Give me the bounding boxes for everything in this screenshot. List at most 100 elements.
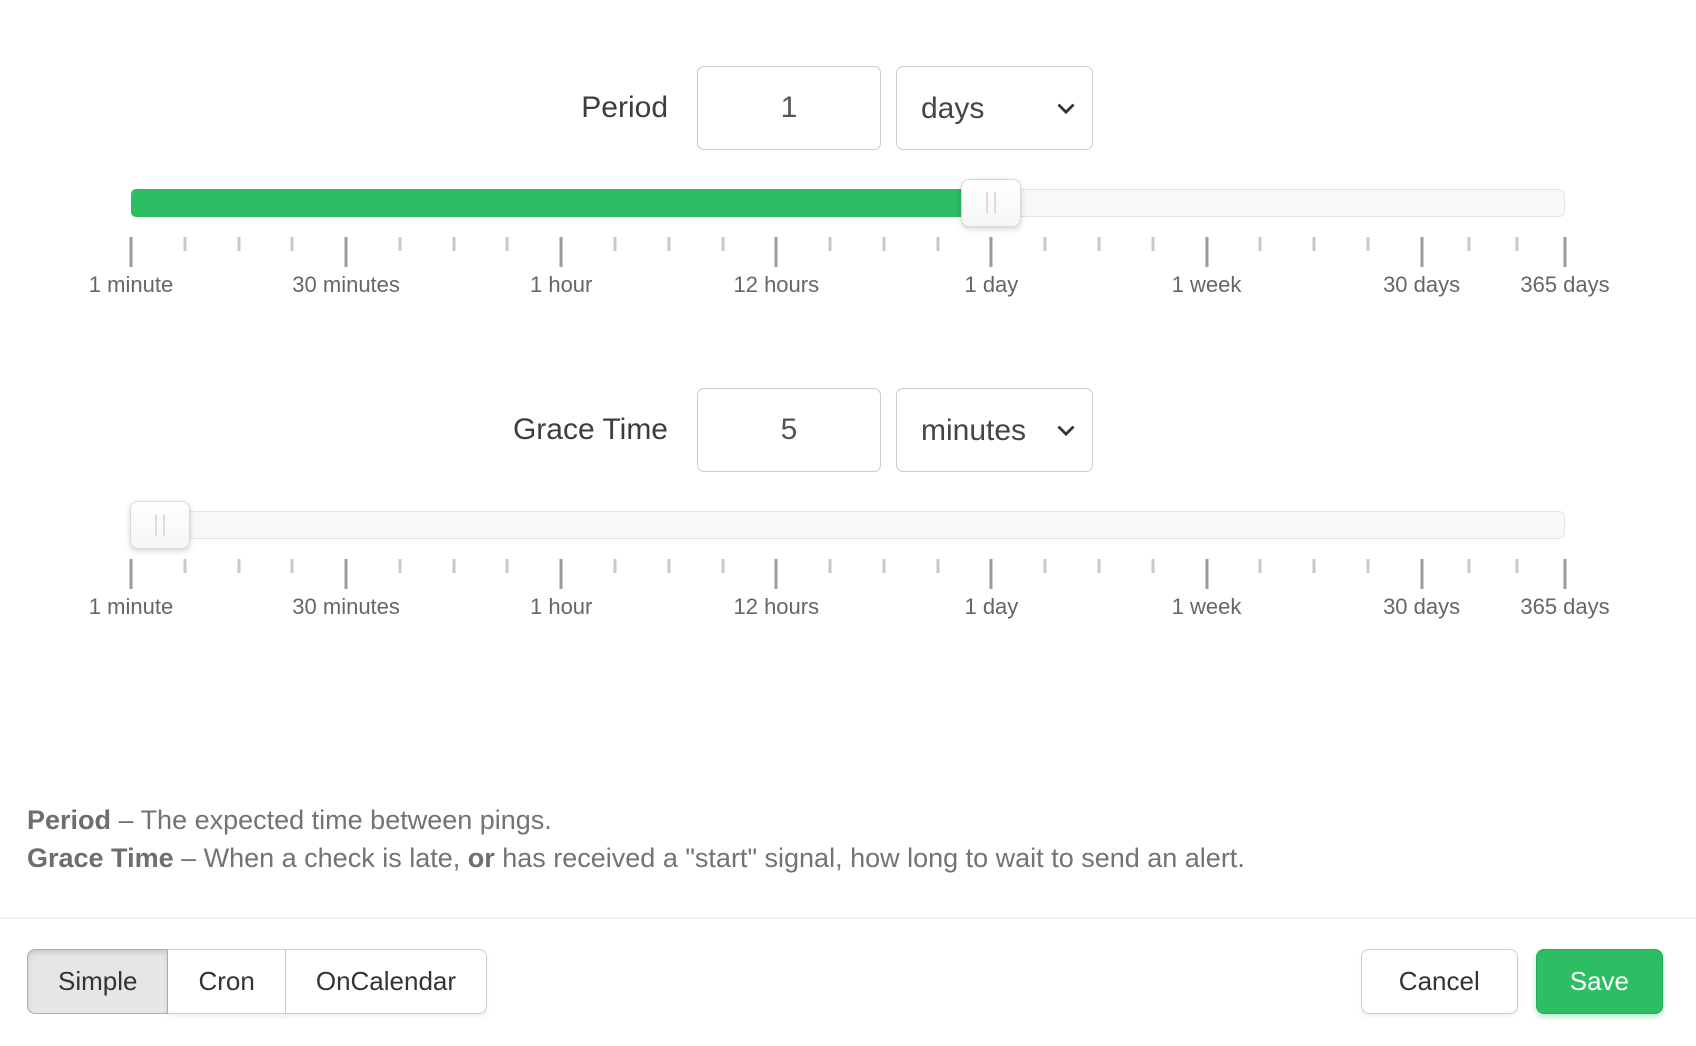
mode-button-cron[interactable]: Cron — [167, 949, 286, 1014]
cancel-button[interactable]: Cancel — [1360, 949, 1518, 1014]
grace-tick-labels: 1 minute 30 minutes 1 hour 12 hours 1 day 1 w… — [89, 594, 1610, 622]
save-button[interactable]: Save — [1535, 949, 1663, 1014]
grace-value-input[interactable] — [697, 388, 881, 472]
minor-tick — [667, 237, 671, 251]
tick-label: 30 minutes — [292, 594, 400, 619]
minor-tick — [1467, 237, 1471, 251]
minor-tick — [721, 237, 725, 251]
tick-label: 30 days — [1383, 594, 1461, 619]
mode-button-oncalendar[interactable]: OnCalendar — [284, 949, 488, 1014]
major-tick — [129, 559, 133, 589]
help-term-grace: Grace Time — [27, 843, 174, 873]
schedule-mode-group: Simple Cron OnCalendar — [27, 949, 488, 1014]
minor-tick — [452, 559, 456, 573]
footer-actions: Cancel Save — [1360, 949, 1663, 1014]
tick-label: 12 hours — [733, 594, 820, 619]
minor-tick — [505, 559, 509, 573]
major-tick — [1205, 237, 1208, 267]
tick-label: 365 days — [1520, 594, 1610, 619]
minor-tick — [1151, 559, 1155, 573]
major-tick — [344, 559, 348, 589]
grace-label: Grace Time — [512, 413, 668, 446]
minor-tick — [183, 237, 187, 251]
major-tick — [774, 559, 778, 589]
minor-tick — [1366, 237, 1370, 251]
tick-label: 1 week — [1171, 272, 1242, 297]
tick-label: 1 hour — [529, 272, 593, 297]
footer-divider — [0, 917, 1696, 919]
major-tick — [1420, 559, 1424, 589]
help-rest-grace-b: has received a "start" signal, how long … — [494, 843, 1245, 873]
major-tick — [774, 237, 778, 267]
minor-tick — [505, 237, 509, 251]
tick-label: 1 day — [964, 272, 1019, 297]
tick-label: 30 days — [1383, 272, 1461, 297]
minor-tick — [882, 559, 886, 573]
help-term-period: Period — [27, 805, 112, 835]
minor-tick — [290, 559, 294, 573]
help-rest-period: – The expected time between pings. — [111, 805, 552, 835]
help-text: Period – The expected time between pings… — [27, 801, 1663, 877]
period-unit-select[interactable]: days — [896, 66, 1093, 150]
minor-tick — [1258, 237, 1262, 251]
minor-tick — [828, 237, 832, 251]
major-tick — [989, 559, 993, 589]
help-line-grace: Grace Time – When a check is late, or ha… — [27, 839, 1663, 877]
tick-label: 1 minute — [88, 594, 174, 619]
grace-slider-handle[interactable] — [129, 501, 190, 549]
grace-unit-select-wrap: minutes — [896, 388, 1093, 472]
minor-tick — [1312, 559, 1316, 573]
minor-tick — [936, 559, 940, 573]
minor-tick — [1043, 237, 1047, 251]
tick-label: 30 minutes — [292, 272, 400, 297]
period-unit-select-wrap: days — [896, 66, 1093, 150]
major-tick — [1420, 237, 1424, 267]
grace-scale: 1 minute 30 minutes 1 hour 12 hours 1 day 1 w… — [89, 559, 1610, 622]
minor-tick — [398, 237, 402, 251]
period-slider — [131, 179, 1565, 227]
help-line-period: Period – The expected time between pings… — [27, 801, 1663, 839]
minor-tick — [1151, 237, 1155, 251]
minor-tick — [1258, 559, 1262, 573]
mode-button-simple[interactable]: Simple — [27, 949, 169, 1014]
period-label: Period — [581, 91, 668, 124]
minor-tick — [1515, 237, 1519, 251]
major-tick — [1563, 559, 1567, 589]
major-tick — [559, 559, 563, 589]
minor-tick — [452, 237, 456, 251]
grace-slider — [129, 501, 1565, 549]
minor-tick — [290, 237, 294, 251]
period-scale: 1 minute 30 minutes 1 hour 12 hours 1 day 1 w… — [89, 237, 1610, 300]
grip-icon — [986, 192, 997, 214]
minor-tick — [1097, 559, 1101, 573]
minor-tick — [1097, 237, 1101, 251]
period-slider-handle[interactable] — [961, 179, 1022, 227]
minor-tick — [828, 559, 832, 573]
period-slider-block: 1 minute 30 minutes 1 hour 12 hours 1 day 1 w… — [89, 179, 1610, 300]
minor-tick — [882, 237, 886, 251]
tick-label: 1 day — [964, 594, 1019, 619]
period-row: Period days — [0, 66, 1696, 150]
help-rest-grace-a: – When a check is late, — [173, 843, 468, 873]
minor-tick — [1043, 559, 1047, 573]
period-value-input[interactable] — [697, 66, 881, 150]
minor-tick — [613, 237, 617, 251]
grace-unit-select[interactable]: minutes — [896, 388, 1093, 472]
grace-row: Grace Time minutes — [0, 388, 1696, 472]
minor-tick — [1366, 559, 1370, 573]
help-bold-or: or — [467, 843, 495, 873]
tick-label: 12 hours — [733, 272, 820, 297]
tick-label: 1 minute — [88, 272, 174, 297]
minor-tick — [1467, 559, 1471, 573]
grip-icon — [154, 514, 165, 536]
tick-label: 365 days — [1520, 272, 1610, 297]
minor-tick — [237, 559, 241, 573]
minor-tick — [613, 559, 617, 573]
footer: Simple Cron OnCalendar Cancel Save — [0, 949, 1696, 1014]
major-tick — [1563, 237, 1567, 267]
grace-slider-block: 1 minute 30 minutes 1 hour 12 hours 1 day 1 w… — [89, 501, 1610, 622]
minor-tick — [398, 559, 402, 573]
grace-slider-track[interactable] — [131, 511, 1565, 539]
minor-tick — [183, 559, 187, 573]
